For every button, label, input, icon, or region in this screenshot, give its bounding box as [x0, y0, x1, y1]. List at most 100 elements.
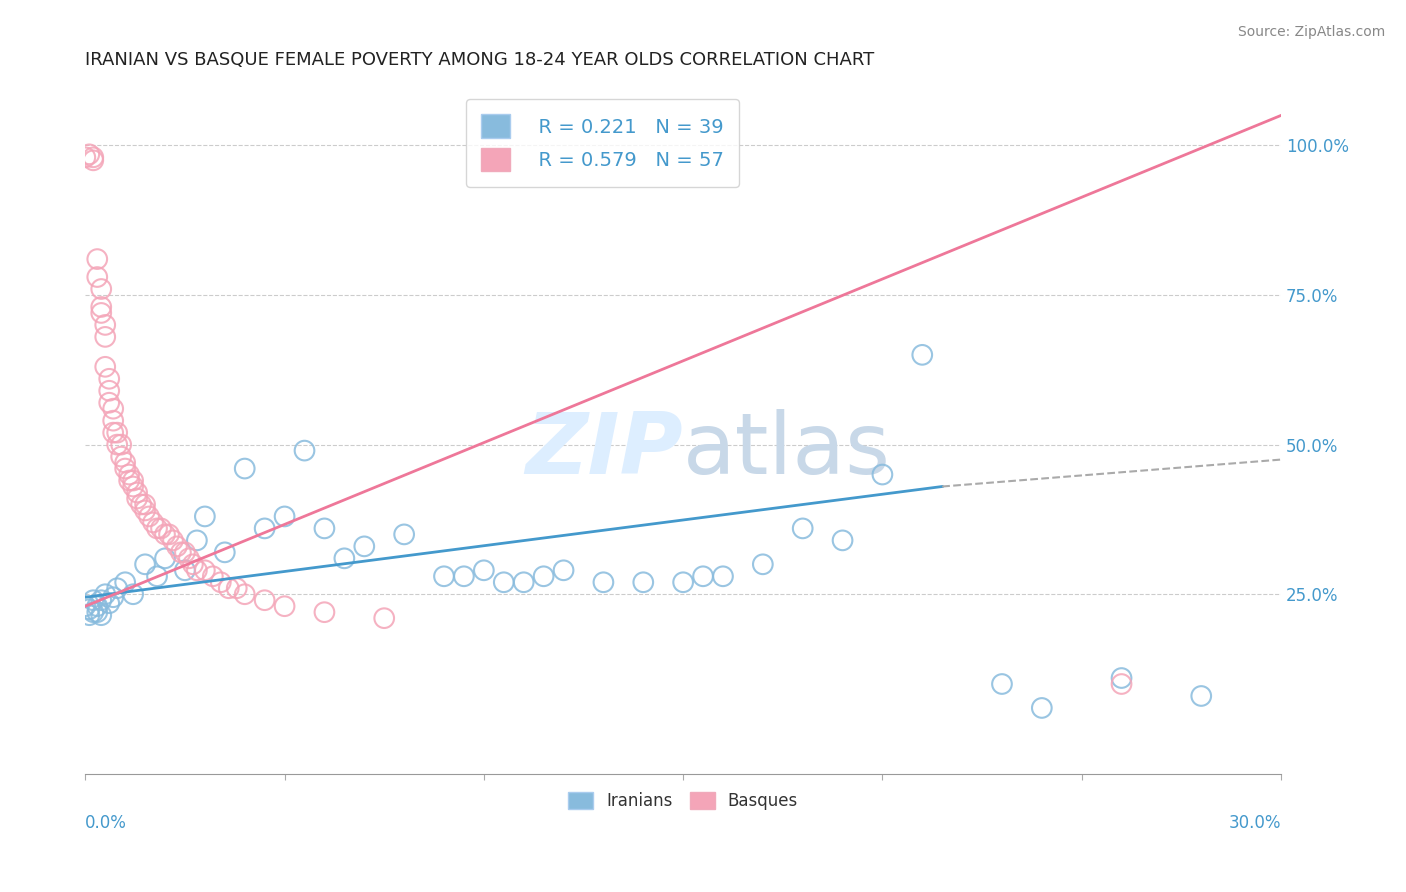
Point: [90, 593, 112, 607]
Point: [94, 359, 117, 374]
Point: [86, 252, 108, 266]
Point: [186, 563, 208, 577]
Point: [911, 348, 934, 362]
Point: [79, 147, 101, 161]
Point: [98, 372, 121, 386]
Point: [214, 545, 236, 559]
Point: [114, 575, 136, 590]
Point: [157, 527, 180, 541]
Point: [1111, 677, 1133, 691]
Point: [86, 270, 108, 285]
Point: [533, 569, 555, 583]
Text: IRANIAN VS BASQUE FEMALE POVERTY AMONG 18-24 YEAR OLDS CORRELATION CHART: IRANIAN VS BASQUE FEMALE POVERTY AMONG 1…: [86, 51, 875, 69]
Point: [181, 558, 204, 572]
Point: [633, 575, 655, 590]
Point: [209, 575, 232, 590]
Point: [194, 563, 217, 577]
Point: [79, 608, 101, 623]
Point: [792, 521, 814, 535]
Point: [110, 450, 132, 464]
Text: ZIP: ZIP: [526, 409, 683, 491]
Point: [82, 605, 104, 619]
Point: [153, 551, 176, 566]
Point: [201, 569, 224, 583]
Point: [553, 563, 575, 577]
Point: [118, 474, 141, 488]
Point: [90, 282, 112, 296]
Point: [110, 437, 132, 451]
Text: 0.0%: 0.0%: [86, 814, 127, 832]
Point: [672, 575, 695, 590]
Point: [98, 596, 121, 610]
Point: [98, 395, 121, 409]
Point: [872, 467, 894, 482]
Point: [114, 456, 136, 470]
Point: [103, 425, 125, 440]
Point: [162, 533, 184, 548]
Point: [273, 599, 295, 614]
Point: [82, 153, 104, 168]
Point: [129, 498, 152, 512]
Point: [166, 540, 188, 554]
Point: [138, 509, 160, 524]
Point: [711, 569, 734, 583]
Point: [353, 540, 375, 554]
Point: [453, 569, 475, 583]
Point: [273, 509, 295, 524]
Point: [98, 384, 121, 398]
Text: Source: ZipAtlas.com: Source: ZipAtlas.com: [1237, 25, 1385, 39]
Point: [122, 587, 145, 601]
Point: [105, 437, 128, 451]
Point: [253, 593, 276, 607]
Point: [142, 516, 165, 530]
Point: [105, 581, 128, 595]
Point: [392, 527, 415, 541]
Point: [831, 533, 853, 548]
Point: [127, 485, 149, 500]
Point: [314, 605, 336, 619]
Point: [79, 602, 101, 616]
Point: [146, 569, 169, 583]
Point: [150, 521, 173, 535]
Point: [122, 474, 145, 488]
Point: [333, 551, 356, 566]
Point: [122, 479, 145, 493]
Point: [253, 521, 276, 535]
Point: [233, 587, 256, 601]
Point: [186, 533, 208, 548]
Point: [1031, 701, 1053, 715]
Point: [94, 330, 117, 344]
Point: [103, 591, 125, 605]
Point: [752, 558, 775, 572]
Point: [433, 569, 456, 583]
Point: [134, 498, 156, 512]
Point: [218, 581, 240, 595]
Point: [692, 569, 714, 583]
Point: [134, 503, 156, 517]
Point: [472, 563, 495, 577]
Point: [146, 521, 169, 535]
Point: [174, 545, 197, 559]
Point: [991, 677, 1014, 691]
Point: [512, 575, 534, 590]
Point: [194, 509, 217, 524]
Text: 30.0%: 30.0%: [1229, 814, 1281, 832]
Point: [174, 563, 197, 577]
Point: [103, 414, 125, 428]
Point: [225, 581, 247, 595]
Point: [90, 300, 112, 314]
Point: [94, 318, 117, 332]
Point: [90, 608, 112, 623]
Point: [86, 599, 108, 614]
Point: [103, 401, 125, 416]
Point: [114, 461, 136, 475]
Point: [1111, 671, 1133, 685]
Text: atlas: atlas: [683, 409, 891, 491]
Point: [314, 521, 336, 535]
Point: [492, 575, 515, 590]
Point: [86, 605, 108, 619]
Point: [170, 545, 193, 559]
Legend: Iranians, Basques: Iranians, Basques: [561, 786, 804, 817]
Point: [75, 150, 97, 164]
Point: [90, 306, 112, 320]
